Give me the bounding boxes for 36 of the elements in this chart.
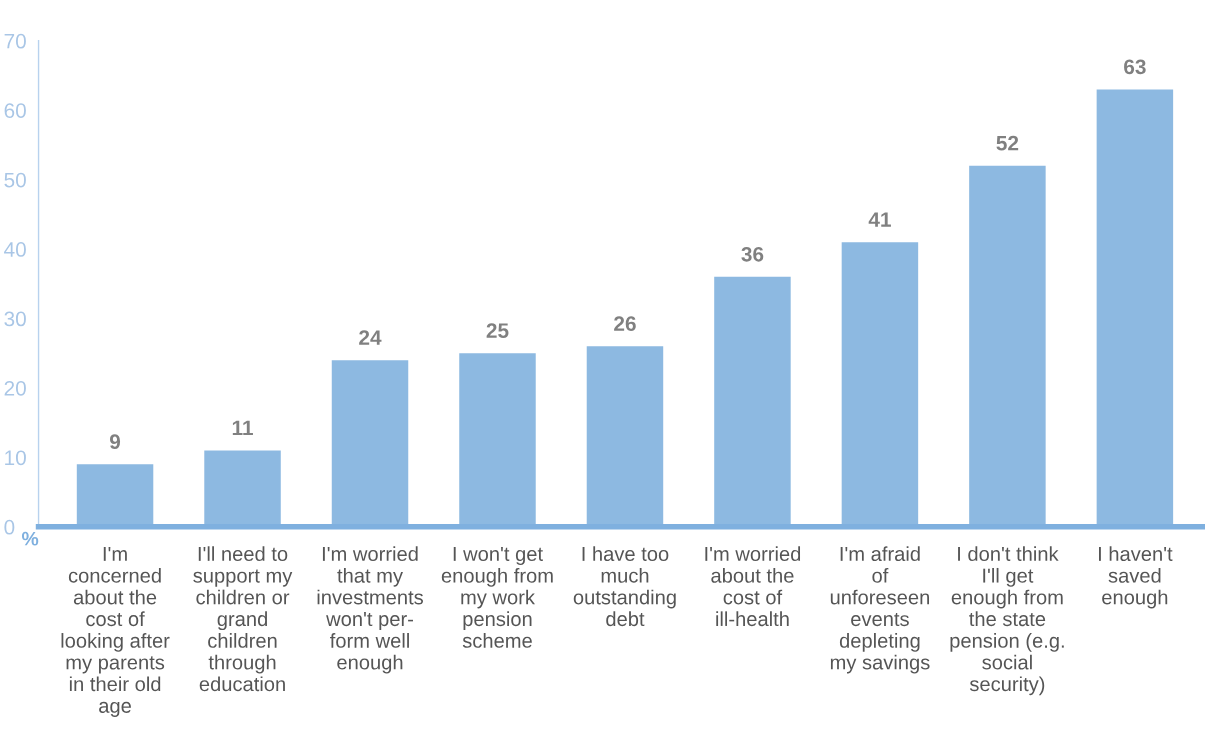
data-label: 25 [486,323,509,339]
data-label: 52 [996,135,1019,151]
data-label: 9 [109,434,121,450]
bar [714,276,791,527]
bar [331,360,409,527]
y-tick-label: 30 [4,311,26,327]
x-tick-label: I'm afraid of unforeseen events depleting my savings [830,546,930,674]
y-tick-label: 40 [4,242,26,257]
data-label: 41 [868,212,891,227]
y-tick-label: 60 [4,103,26,118]
x-tick-label: I'll need to support my children or grand children through education [193,546,293,692]
y-tick-label: 20 [4,380,26,396]
bar [459,353,536,527]
bar [969,165,1046,527]
y-tick-label: 70 [4,33,26,49]
data-label: 26 [614,316,636,332]
data-label: 11 [232,420,253,436]
data-label: 63 [1124,59,1146,75]
x-tick-label: I don't think I'll get enough from the state pension (e.g. social security) [950,546,1064,696]
data-label: 36 [741,246,764,262]
y-tick-label: 10 [5,450,26,466]
bar [841,242,919,527]
bar [1096,89,1174,527]
x-tick-label: I haven't saved enough [1099,546,1173,609]
bar [586,346,664,527]
y-tick-label: 50 [4,172,26,188]
x-tick-label: I'm worried about the cost of ill-health [705,546,801,627]
y-axis-title: % [21,531,39,546]
x-tick-label: I'm concerned about the cost of looking after my parents in their old age [61,547,170,717]
data-label: 24 [359,330,382,345]
y-tick-label: 0 [4,519,15,535]
x-tick-label: I won't get enough from my work pension scheme [441,547,553,648]
x-tick-label: I'm worried that my investments won't per- form well enough [317,546,424,674]
x-tick-label: I have too much outstanding debt [573,546,676,627]
bar [204,450,281,527]
bar [76,464,154,527]
